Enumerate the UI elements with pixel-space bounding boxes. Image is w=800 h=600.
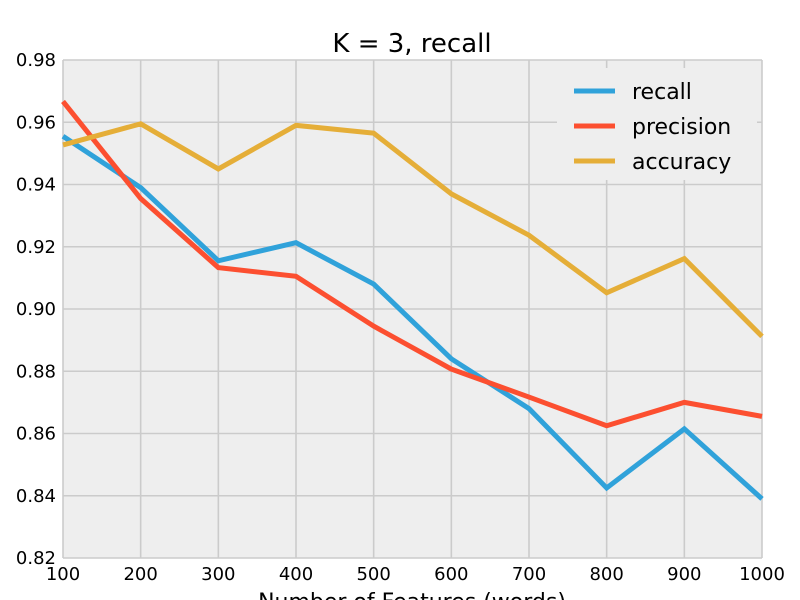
legend-label-precision: precision [632, 115, 731, 140]
y-tick-label: 0.96 [16, 112, 56, 133]
series-line-precision [61, 99, 763, 429]
y-tick-label: 0.94 [16, 175, 56, 196]
x-tick-label: 400 [279, 564, 313, 585]
y-tick-label: 0.86 [16, 424, 56, 445]
y-tick-label: 0.98 [16, 50, 56, 71]
series-line-recall [61, 134, 764, 501]
series-line-accuracy [62, 121, 764, 339]
x-tick-label: 600 [434, 564, 468, 585]
tick-labels: 100 200 300 400 500 600 700 800 900 1000 0.82 0.84 0… [16, 50, 785, 585]
x-tick-label: 900 [667, 564, 701, 585]
legend: recall precision accuracy [557, 68, 757, 180]
y-tick-label: 0.82 [16, 548, 56, 569]
series-layer [61, 99, 764, 501]
x-tick-label: 300 [201, 564, 235, 585]
x-tick-label: 1000 [739, 564, 785, 585]
x-axis-label: Number of Features (words) [258, 590, 566, 600]
chart-title: K = 3, recall [332, 29, 491, 59]
y-tick-label: 0.88 [16, 361, 56, 382]
x-tick-label: 100 [46, 564, 80, 585]
y-tick-label: 0.84 [16, 486, 56, 507]
x-tick-label: 500 [356, 564, 390, 585]
legend-label-recall: recall [632, 80, 692, 105]
x-tick-label: 200 [123, 564, 157, 585]
x-tick-label: 700 [512, 564, 546, 585]
y-tick-label: 0.92 [16, 237, 56, 258]
x-tick-label: 800 [589, 564, 623, 585]
legend-label-accuracy: accuracy [632, 150, 731, 175]
y-tick-label: 0.90 [16, 299, 56, 320]
